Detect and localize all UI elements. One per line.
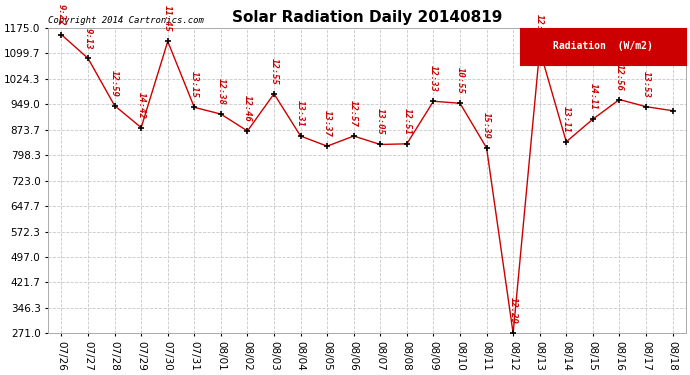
Text: 13:31: 13:31: [296, 100, 305, 127]
Text: 12:29: 12:29: [509, 297, 518, 324]
Text: 12:59: 12:59: [110, 70, 119, 96]
Text: 9:13: 9:13: [83, 28, 92, 49]
Text: 13:11: 13:11: [562, 106, 571, 133]
Text: 11:45: 11:45: [164, 5, 172, 32]
Text: 12:46: 12:46: [243, 95, 252, 122]
Title: Solar Radiation Daily 20140819: Solar Radiation Daily 20140819: [232, 10, 502, 26]
Text: 12:38: 12:38: [217, 78, 226, 105]
Text: 13:05: 13:05: [376, 108, 385, 135]
Text: 13:53: 13:53: [642, 70, 651, 98]
Text: 12:56: 12:56: [615, 63, 624, 90]
Text: 15:39: 15:39: [482, 112, 491, 139]
Text: 12:55: 12:55: [270, 58, 279, 85]
Text: 12:57: 12:57: [349, 100, 358, 127]
Text: 10:55: 10:55: [455, 67, 464, 94]
Text: 12:33: 12:33: [429, 65, 438, 92]
Text: 12:51: 12:51: [402, 108, 411, 135]
Text: 13:15: 13:15: [190, 71, 199, 98]
Text: 12:51: 12:51: [535, 14, 544, 41]
Text: Copyright 2014 Cartronics.com: Copyright 2014 Cartronics.com: [48, 16, 204, 25]
Text: 14:42: 14:42: [137, 92, 146, 118]
Text: 9:22: 9:22: [57, 4, 66, 26]
Text: 14:11: 14:11: [589, 83, 598, 110]
Text: 13:37: 13:37: [323, 110, 332, 137]
